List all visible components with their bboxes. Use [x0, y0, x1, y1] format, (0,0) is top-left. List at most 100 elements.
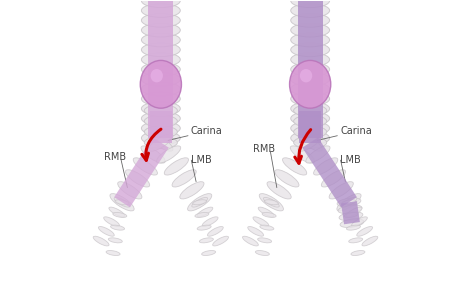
Text: RMB: RMB — [104, 152, 126, 163]
Ellipse shape — [346, 207, 362, 217]
Ellipse shape — [362, 236, 378, 246]
Ellipse shape — [118, 182, 142, 199]
Ellipse shape — [141, 4, 180, 17]
Ellipse shape — [264, 200, 278, 205]
Ellipse shape — [291, 131, 329, 145]
Ellipse shape — [262, 212, 276, 217]
Polygon shape — [150, 111, 172, 142]
Ellipse shape — [104, 217, 119, 226]
Ellipse shape — [202, 217, 218, 226]
Ellipse shape — [115, 200, 129, 205]
Ellipse shape — [300, 69, 312, 82]
Ellipse shape — [290, 60, 331, 108]
Polygon shape — [298, 1, 323, 138]
Ellipse shape — [291, 72, 329, 86]
Ellipse shape — [156, 146, 181, 163]
Ellipse shape — [141, 23, 180, 37]
Ellipse shape — [141, 131, 180, 145]
Ellipse shape — [342, 200, 356, 205]
Polygon shape — [114, 137, 169, 207]
Polygon shape — [148, 1, 173, 138]
Ellipse shape — [99, 226, 114, 236]
Ellipse shape — [192, 200, 207, 205]
Ellipse shape — [151, 69, 163, 82]
Ellipse shape — [258, 238, 272, 243]
Ellipse shape — [201, 250, 216, 256]
Ellipse shape — [141, 43, 180, 57]
Ellipse shape — [144, 105, 177, 116]
Text: LMB: LMB — [191, 155, 211, 166]
Ellipse shape — [141, 112, 180, 125]
Ellipse shape — [337, 198, 361, 207]
Ellipse shape — [180, 182, 204, 199]
Ellipse shape — [341, 197, 357, 207]
Ellipse shape — [188, 194, 212, 211]
Ellipse shape — [291, 121, 329, 135]
Ellipse shape — [195, 212, 209, 217]
Ellipse shape — [106, 250, 120, 256]
Ellipse shape — [260, 225, 274, 230]
Ellipse shape — [141, 121, 180, 135]
Ellipse shape — [293, 105, 327, 116]
Ellipse shape — [321, 170, 346, 187]
Ellipse shape — [291, 33, 329, 47]
Ellipse shape — [329, 182, 353, 199]
Ellipse shape — [208, 226, 223, 236]
Ellipse shape — [314, 158, 338, 175]
Ellipse shape — [337, 194, 361, 211]
Ellipse shape — [192, 197, 208, 207]
Ellipse shape — [109, 238, 122, 243]
Ellipse shape — [149, 134, 173, 151]
Ellipse shape — [197, 207, 213, 217]
Ellipse shape — [144, 116, 177, 127]
Ellipse shape — [291, 23, 329, 37]
Ellipse shape — [110, 194, 134, 211]
Ellipse shape — [133, 158, 157, 175]
Ellipse shape — [344, 212, 358, 217]
Ellipse shape — [259, 194, 283, 211]
Ellipse shape — [164, 158, 189, 175]
Ellipse shape — [140, 60, 182, 108]
Ellipse shape — [141, 62, 180, 76]
Ellipse shape — [172, 170, 196, 187]
Ellipse shape — [291, 112, 329, 125]
Ellipse shape — [255, 250, 269, 256]
Ellipse shape — [141, 92, 180, 106]
Text: Carina: Carina — [340, 126, 372, 136]
Ellipse shape — [283, 158, 307, 175]
Ellipse shape — [293, 126, 327, 138]
Ellipse shape — [349, 238, 363, 243]
Ellipse shape — [306, 146, 330, 163]
Ellipse shape — [141, 146, 165, 163]
Ellipse shape — [243, 236, 258, 246]
Ellipse shape — [291, 102, 329, 116]
Ellipse shape — [291, 92, 329, 106]
Ellipse shape — [340, 219, 364, 227]
Ellipse shape — [357, 226, 373, 236]
Ellipse shape — [291, 4, 329, 17]
Polygon shape — [302, 137, 357, 207]
Ellipse shape — [200, 238, 213, 243]
Ellipse shape — [291, 14, 329, 27]
Ellipse shape — [126, 170, 150, 187]
Ellipse shape — [275, 170, 299, 187]
Ellipse shape — [351, 250, 365, 256]
Ellipse shape — [110, 225, 125, 230]
Ellipse shape — [141, 0, 180, 8]
Ellipse shape — [144, 137, 177, 148]
Ellipse shape — [293, 137, 327, 148]
Ellipse shape — [291, 53, 329, 67]
Ellipse shape — [253, 217, 269, 226]
Ellipse shape — [113, 212, 127, 217]
Ellipse shape — [109, 207, 125, 217]
Ellipse shape — [141, 72, 180, 86]
Polygon shape — [300, 111, 321, 142]
Ellipse shape — [141, 53, 180, 67]
Ellipse shape — [352, 217, 367, 226]
Polygon shape — [341, 201, 360, 224]
Ellipse shape — [267, 182, 291, 199]
Ellipse shape — [197, 225, 211, 230]
Ellipse shape — [141, 14, 180, 27]
Ellipse shape — [264, 197, 279, 207]
Ellipse shape — [338, 205, 362, 214]
